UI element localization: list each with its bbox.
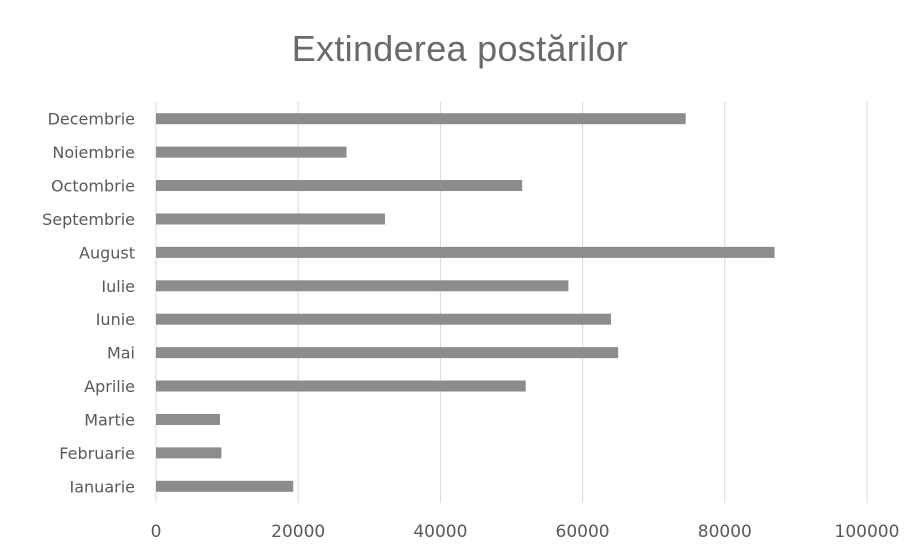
category-label: Aprilie <box>84 377 135 396</box>
x-tick-label: 60000 <box>556 522 610 542</box>
bar-martie <box>156 413 220 425</box>
gridlines <box>155 102 868 503</box>
category-label: Noiembrie <box>52 143 135 162</box>
bar-septembrie <box>156 213 385 225</box>
category-labels: Decembrie Noiembrie Octombrie Septembrie Aug… <box>42 110 135 497</box>
bar-ianuarie <box>156 480 294 492</box>
category-label: Decembrie <box>48 110 135 129</box>
x-tick-label: 0 <box>151 522 162 542</box>
category-label: Iulie <box>101 277 135 296</box>
category-label: Octombrie <box>51 177 135 196</box>
chart-title: Extinderea postărilor <box>291 28 629 69</box>
bar-decembrie <box>156 113 686 125</box>
x-tick-labels: 0 20000 40000 60000 80000 100000 <box>151 522 900 542</box>
bar-aprilie <box>156 380 526 392</box>
bar-iulie <box>156 280 569 292</box>
bar-februarie <box>156 447 222 459</box>
x-tick-label: 40000 <box>413 522 467 542</box>
bar-noiembrie <box>156 146 347 158</box>
x-tick-label: 80000 <box>698 522 752 542</box>
category-label: Februarie <box>59 444 135 463</box>
bar-august <box>156 246 775 258</box>
category-label: Iunie <box>96 310 135 329</box>
bars <box>156 113 775 492</box>
category-label: Ianuarie <box>70 477 135 496</box>
x-tick-label: 100000 <box>835 522 900 542</box>
x-tick-label: 20000 <box>271 522 325 542</box>
bar-mai <box>156 347 619 359</box>
category-label: Mai <box>107 344 135 363</box>
bar-iunie <box>156 313 612 325</box>
category-label: Martie <box>84 410 135 429</box>
category-label: August <box>79 243 135 262</box>
bar-octombrie <box>156 180 523 192</box>
category-label: Septembrie <box>42 210 135 229</box>
